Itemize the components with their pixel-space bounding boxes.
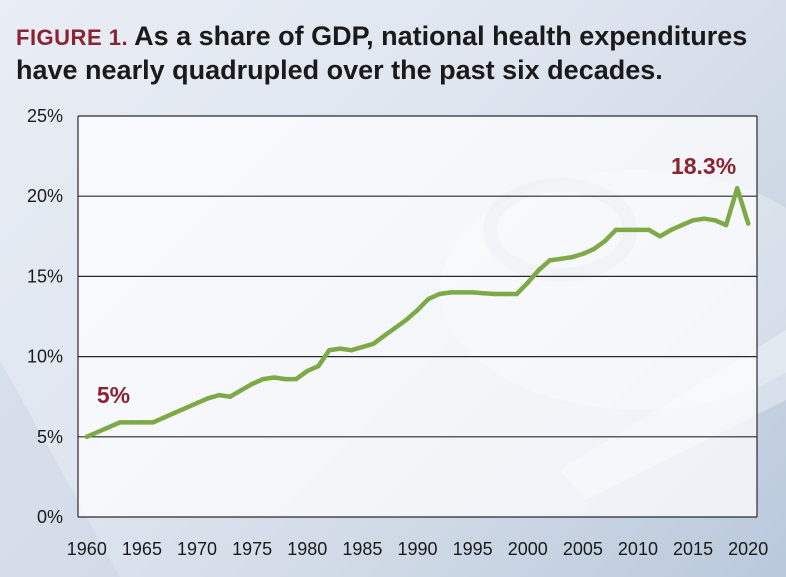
x-tick-label: 2020: [728, 539, 768, 559]
data-point: [150, 420, 156, 425]
data-point: [437, 291, 442, 297]
data-point: [216, 392, 222, 398]
x-tick-label: 1975: [232, 539, 272, 559]
data-point: [382, 333, 387, 338]
data-point: [679, 222, 685, 228]
data-point: [448, 290, 453, 295]
data-point: [657, 234, 663, 239]
x-tick-label: 1980: [287, 539, 327, 559]
data-point: [712, 218, 718, 223]
x-tick-label: 1995: [453, 539, 493, 559]
data-point: [558, 256, 563, 261]
x-tick-label: 2000: [508, 539, 548, 559]
annotation-label: 18.3%: [671, 153, 736, 179]
data-point: [106, 424, 112, 430]
data-point: [249, 381, 255, 387]
figure-title-text: As a share of GDP, national health expen…: [16, 21, 748, 85]
gridlines: [77, 115, 758, 518]
data-point: [283, 376, 288, 382]
data-point: [690, 218, 696, 223]
y-tick-label: 25%: [27, 106, 63, 126]
data-point: [238, 388, 244, 393]
data-point: [745, 221, 751, 226]
data-point: [360, 344, 365, 350]
x-tick-label: 1965: [122, 539, 162, 559]
data-point: [580, 251, 586, 257]
data-point: [734, 185, 740, 191]
data-point: [591, 246, 597, 252]
x-axis-ticks: 1960 1965 1970 1975 1980 1985 1990 1995 2000 2005…: [67, 539, 768, 559]
data-point: [547, 258, 552, 263]
data-point: [624, 227, 630, 233]
data-point: [305, 368, 310, 374]
data-point: [227, 394, 233, 399]
data-point: [194, 400, 200, 406]
data-point: [349, 347, 354, 353]
data-point: [316, 364, 321, 369]
plot-area: [78, 116, 757, 517]
data-point: [272, 375, 277, 380]
data-point: [646, 227, 652, 233]
annotation-label: 5%: [97, 382, 130, 408]
data-point: [172, 410, 178, 415]
data-point: [404, 317, 409, 322]
data-point: [327, 347, 332, 353]
data-point: [426, 296, 431, 302]
data-point: [95, 429, 101, 435]
data-point: [701, 216, 707, 221]
data-point: [470, 290, 475, 295]
data-point: [84, 434, 90, 439]
data-point: [613, 227, 619, 233]
x-tick-label: 2015: [673, 539, 713, 559]
data-point: [481, 291, 486, 296]
data-point: [668, 227, 674, 233]
y-tick-label: 20%: [27, 186, 63, 206]
data-point: [459, 290, 464, 295]
y-tick-label: 5%: [37, 427, 63, 447]
chart-title: FIGURE 1. As a share of GDP, national hea…: [16, 20, 776, 87]
y-tick-label: 0%: [37, 507, 63, 527]
figure-label: FIGURE 1.: [16, 25, 129, 50]
data-point: [569, 254, 575, 260]
data-point: [183, 405, 189, 411]
data-point: [525, 280, 530, 286]
data-point: [492, 291, 497, 297]
data-point: [128, 420, 134, 425]
annotations: 5% 18.3%: [97, 153, 736, 408]
x-tick-label: 1985: [342, 539, 382, 559]
data-point: [117, 420, 123, 425]
data-point: [536, 267, 541, 273]
x-tick-label: 1960: [67, 539, 107, 559]
y-tick-label: 10%: [27, 347, 63, 367]
data-point: [260, 376, 266, 382]
data-point: [503, 291, 508, 297]
data-point: [338, 346, 343, 351]
x-tick-label: 1970: [177, 539, 217, 559]
y-axis-ticks: 0% 5% 10% 15% 20% 25%: [27, 106, 63, 527]
data-point: [723, 222, 729, 228]
data-point: [161, 415, 167, 420]
data-point: [635, 227, 641, 233]
data-point: [294, 376, 299, 382]
x-tick-label: 1990: [397, 539, 437, 559]
x-tick-label: 2005: [563, 539, 603, 559]
data-point: [393, 325, 398, 330]
data-point: [205, 396, 211, 401]
x-tick-label: 2010: [618, 539, 658, 559]
data-point: [371, 341, 376, 346]
data-point: [514, 291, 519, 297]
data-point: [602, 238, 608, 244]
data-point: [415, 307, 420, 313]
data-points: [84, 185, 751, 439]
y-tick-label: 15%: [27, 266, 63, 286]
data-point: [139, 420, 145, 425]
